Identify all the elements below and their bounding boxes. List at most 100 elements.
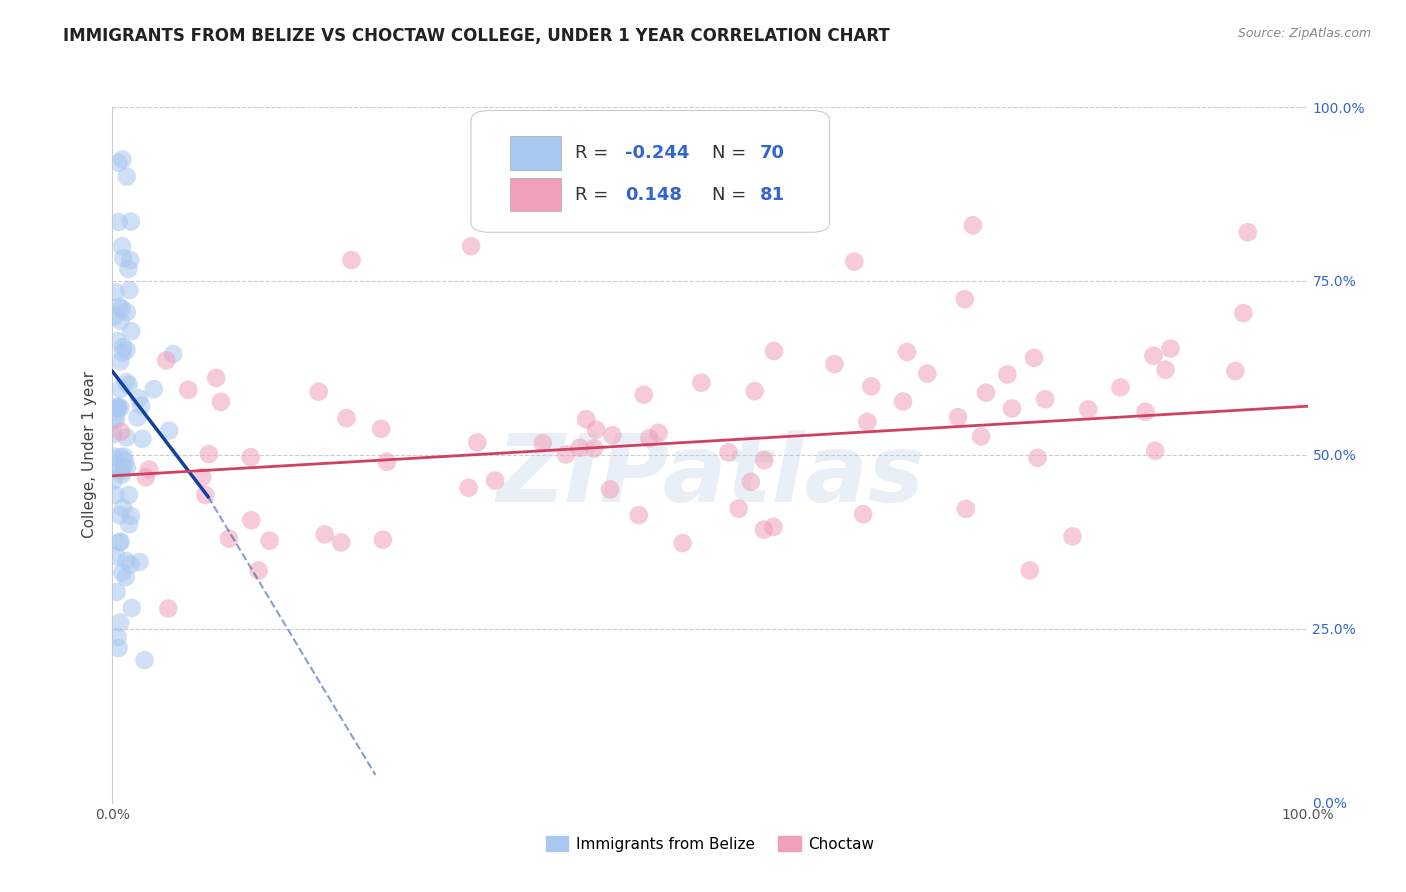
Point — [120, 508, 142, 523]
Point — [856, 415, 879, 429]
Point — [1232, 306, 1254, 320]
Point — [852, 507, 875, 521]
Point — [198, 447, 221, 461]
Point — [1022, 351, 1045, 365]
Point — [727, 501, 749, 516]
Point — [157, 601, 180, 615]
Point — [107, 401, 129, 416]
Point — [1154, 363, 1177, 377]
Point — [717, 445, 740, 459]
Point — [115, 554, 138, 568]
Point — [762, 520, 785, 534]
Point — [568, 441, 591, 455]
Point — [115, 169, 138, 184]
FancyBboxPatch shape — [510, 178, 561, 211]
Y-axis label: College, Under 1 year: College, Under 1 year — [82, 371, 97, 539]
Point — [1109, 380, 1132, 394]
Point — [460, 239, 482, 253]
Text: ZIPatlas: ZIPatlas — [496, 430, 924, 522]
Point — [115, 375, 138, 389]
Point — [128, 392, 150, 406]
Point — [754, 453, 776, 467]
Point — [131, 432, 153, 446]
Point — [107, 400, 129, 414]
Point — [105, 585, 128, 599]
Point — [647, 425, 669, 440]
Point — [633, 387, 655, 401]
Point — [107, 155, 129, 169]
Point — [107, 630, 129, 644]
Point — [112, 450, 135, 464]
Point — [585, 423, 607, 437]
Point — [110, 425, 132, 439]
Point — [105, 334, 128, 348]
Text: R =: R = — [575, 186, 614, 203]
Point — [1026, 450, 1049, 465]
Point — [531, 436, 554, 450]
Point — [111, 239, 134, 253]
Text: 70: 70 — [761, 144, 785, 162]
Point — [191, 470, 214, 484]
Point — [111, 500, 134, 515]
Point — [131, 399, 153, 413]
Point — [157, 424, 180, 438]
Point — [162, 347, 184, 361]
Point — [114, 570, 136, 584]
Point — [1001, 401, 1024, 416]
Point — [583, 442, 606, 456]
Point — [108, 300, 131, 314]
Point — [194, 488, 217, 502]
Point — [239, 450, 262, 464]
Point — [111, 566, 134, 580]
Point — [995, 368, 1018, 382]
Point — [128, 555, 150, 569]
Point — [117, 377, 139, 392]
Text: R =: R = — [575, 144, 614, 162]
Point — [155, 353, 177, 368]
Point — [115, 305, 138, 319]
Point — [205, 371, 228, 385]
Point — [1144, 443, 1167, 458]
Point — [112, 459, 135, 474]
Point — [335, 411, 357, 425]
Point — [340, 253, 363, 268]
Point — [111, 467, 134, 482]
Point — [108, 508, 131, 523]
Point — [127, 410, 149, 425]
Point — [114, 454, 136, 468]
Point — [330, 535, 353, 549]
Point — [118, 283, 141, 297]
Point — [627, 508, 650, 522]
Point — [308, 384, 330, 399]
Point — [860, 379, 883, 393]
Point — [1237, 225, 1260, 239]
Text: Source: ZipAtlas.com: Source: ZipAtlas.com — [1237, 27, 1371, 40]
Point — [844, 254, 866, 268]
Point — [177, 383, 200, 397]
Point — [110, 382, 132, 396]
Point — [1142, 349, 1164, 363]
Point — [602, 428, 624, 442]
Point — [103, 427, 125, 442]
Point — [110, 534, 132, 549]
Text: 81: 81 — [761, 186, 786, 203]
Point — [120, 253, 142, 268]
Point — [1062, 529, 1084, 543]
Point — [120, 558, 142, 572]
Point — [1225, 364, 1247, 378]
FancyBboxPatch shape — [471, 111, 830, 232]
Point — [120, 324, 142, 338]
Point — [115, 343, 138, 357]
Text: -0.244: -0.244 — [626, 144, 689, 162]
Point — [896, 345, 918, 359]
Point — [103, 473, 125, 487]
Point — [375, 455, 398, 469]
Point — [823, 357, 845, 371]
Point — [554, 448, 576, 462]
Point — [108, 615, 131, 630]
Point — [962, 219, 984, 233]
Point — [946, 410, 969, 425]
Point — [110, 314, 132, 328]
Legend: Immigrants from Belize, Choctaw: Immigrants from Belize, Choctaw — [540, 830, 880, 858]
Point — [120, 214, 142, 228]
